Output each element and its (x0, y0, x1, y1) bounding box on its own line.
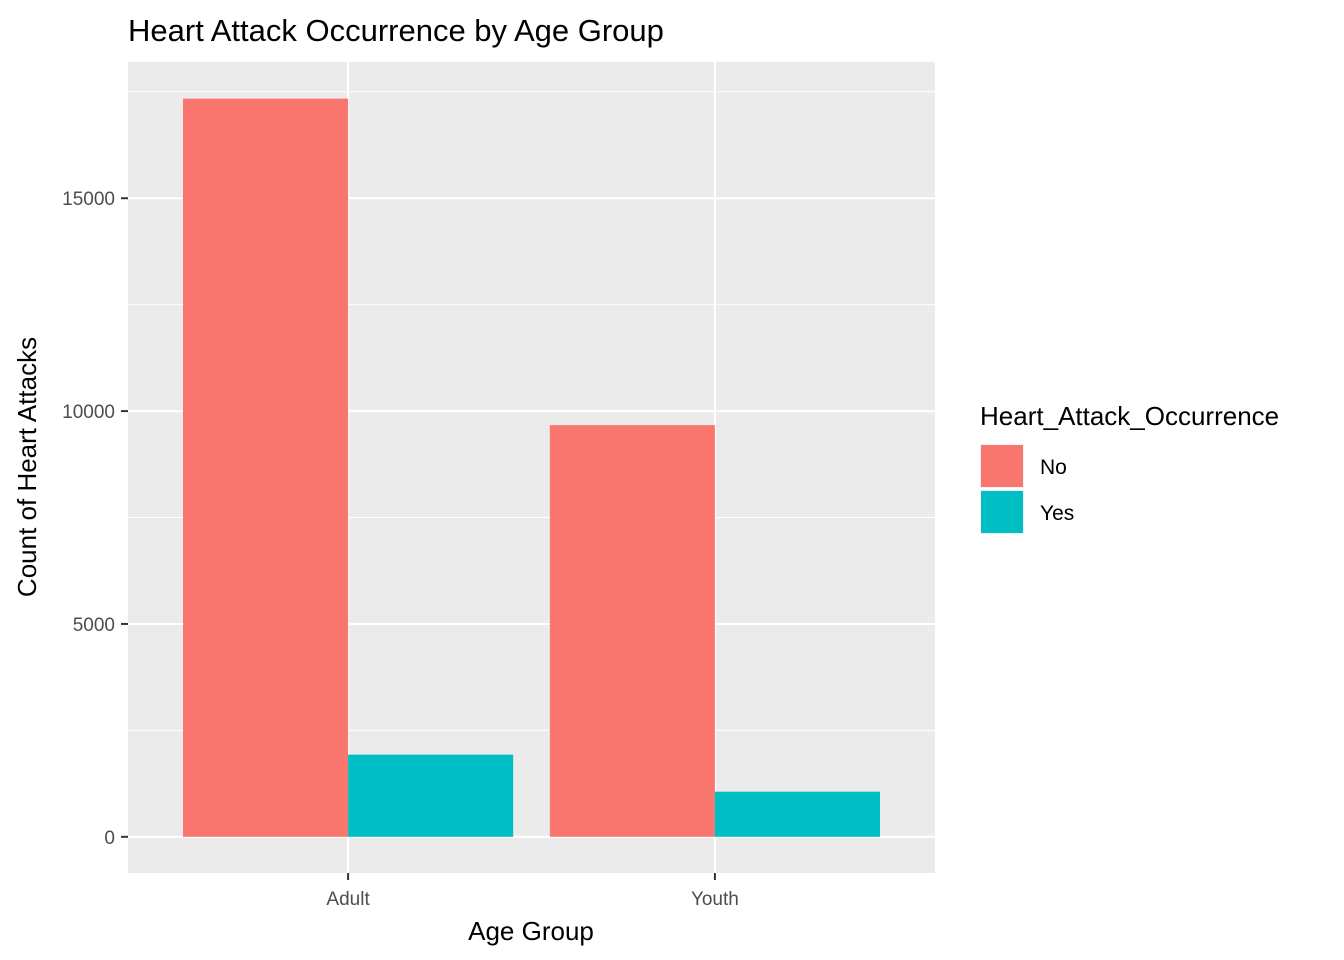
y-axis: 0 5000 10000 15000 (62, 189, 128, 849)
legend-label-no: No (1040, 456, 1067, 479)
chart-title: Heart Attack Occurrence by Age Group (128, 13, 664, 48)
legend: Heart_Attack_Occurrence No Yes (980, 401, 1279, 534)
x-axis: Adult Youth (326, 873, 739, 910)
x-axis-title: Age Group (468, 916, 594, 946)
bars (183, 98, 880, 837)
bar-yes-youth (714, 791, 880, 837)
x-tick-label: Youth (691, 889, 739, 910)
legend-title: Heart_Attack_Occurrence (980, 401, 1279, 431)
y-axis-title: Count of Heart Attacks (12, 337, 42, 597)
y-tick-label: 10000 (62, 402, 115, 423)
y-tick-label: 15000 (62, 189, 115, 210)
bar-no-adult (183, 98, 349, 837)
bar-no-youth (549, 425, 715, 837)
legend-label-yes: Yes (1040, 502, 1074, 525)
y-tick-label: 0 (104, 828, 115, 849)
x-tick-label: Adult (326, 889, 370, 910)
bar-yes-adult (348, 754, 514, 837)
y-tick-label: 5000 (73, 615, 115, 636)
legend-key-yes (981, 491, 1023, 533)
legend-key-no (981, 445, 1023, 487)
